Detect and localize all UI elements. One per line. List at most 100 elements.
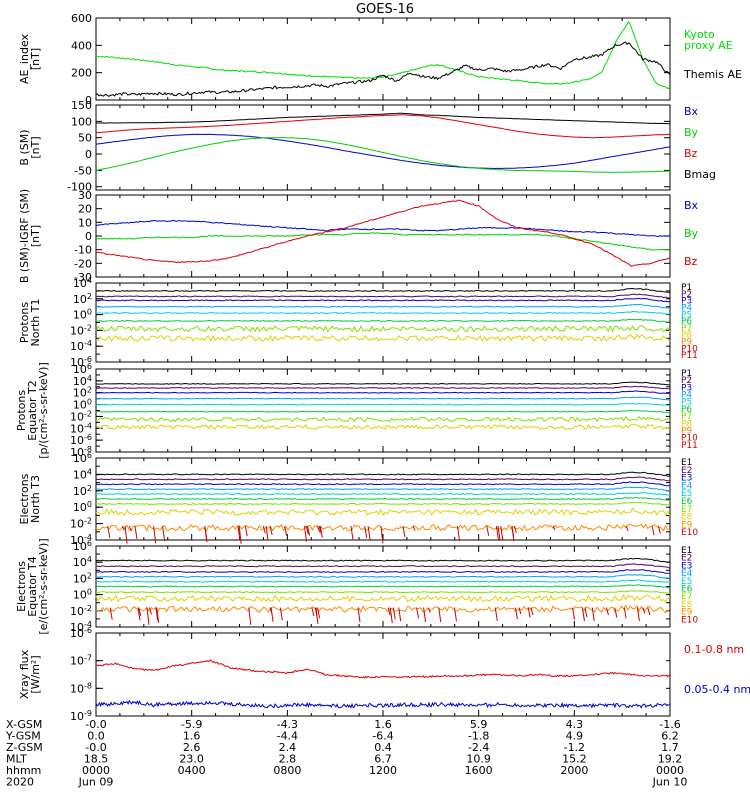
y-tick-label: 10-8: [70, 445, 92, 459]
flux-channel-line: [95, 385, 671, 390]
flux-spike: [162, 525, 166, 542]
flux-spike: [237, 525, 241, 541]
flux-spike: [318, 525, 322, 534]
legend-entry: Bmag: [684, 168, 716, 181]
table-cell: -1.6: [659, 718, 680, 731]
table-cell: 1.6: [183, 730, 201, 743]
y-tick-label: 102: [73, 292, 92, 306]
flux-spike: [364, 525, 368, 538]
flux-spike: [494, 607, 498, 622]
table-row-label: 2020: [6, 776, 34, 789]
flux-channel-line: [95, 594, 671, 603]
y-tick-label: 10-4: [70, 421, 92, 435]
flux-spike: [552, 525, 556, 531]
series-line: [95, 137, 670, 173]
table-cell: -4.4: [277, 730, 298, 743]
legend-entry: E1: [681, 458, 692, 468]
y-tick-label: -20: [74, 257, 92, 270]
legend-entry: P11: [681, 351, 698, 361]
y-tick-label: 102: [73, 571, 92, 585]
legend-entry: P4: [681, 303, 692, 313]
flux-channel-line: [95, 563, 671, 569]
flux-spike: [486, 525, 490, 536]
table-cell: 1.7: [661, 741, 679, 754]
flux-spike: [514, 607, 518, 620]
legend-entry: P7: [681, 324, 692, 334]
flux-spike: [204, 525, 208, 543]
flux-spike: [304, 525, 307, 542]
legend-entry: E6: [681, 497, 693, 507]
legend-entry: E8: [681, 600, 693, 610]
table-cell: 2.8: [279, 753, 297, 766]
flux-channel-line: [95, 402, 671, 406]
table-cell: 15.2: [562, 753, 587, 766]
flux-spike: [315, 607, 319, 625]
series-line: [95, 133, 671, 170]
y-tick-label: 104: [73, 276, 92, 290]
flux-spike: [262, 525, 266, 534]
flux-channel-line: [95, 297, 671, 303]
y-tick-label: 0: [85, 230, 92, 243]
y-tick-label: 10-4: [70, 620, 92, 634]
flux-spike: [647, 607, 651, 616]
flux-spike: [636, 607, 640, 622]
flux-spike: [367, 525, 371, 540]
y-axis-label: Electrons: [18, 473, 31, 524]
legend-entry: P7: [681, 412, 692, 422]
y-tick-label: 104: [73, 555, 92, 569]
table-cell: 0000: [656, 764, 684, 777]
flux-spike: [305, 525, 309, 535]
legend-entry: Kyoto: [684, 28, 715, 41]
table-cell: 1200: [369, 764, 397, 777]
y-tick-label: 20: [78, 203, 92, 216]
flux-spike: [311, 607, 315, 617]
legend-entry: 0.1-0.8 nm: [684, 643, 744, 656]
legend-entry: E2: [681, 466, 692, 476]
legend-entry: 0.05-0.4 nm: [684, 683, 750, 696]
series-line: [95, 114, 670, 139]
legend-entry: E3: [681, 561, 692, 571]
table-row-label: X-GSM: [6, 718, 42, 731]
legend-entry: P10: [681, 434, 698, 444]
flux-channel-line: [95, 604, 671, 614]
y-tick-label: -10: [74, 244, 92, 257]
legend-entry: P2: [681, 376, 692, 386]
panel-2: B (SM)[nT] -100 -50 0 50 100 150 Bx By Bz Bmag: [18, 99, 716, 194]
legend-entry: P2: [681, 290, 692, 300]
table-cell: 0.0: [87, 730, 105, 743]
flux-spike: [269, 525, 273, 536]
flux-spike: [518, 607, 522, 615]
flux-channel-line: [95, 557, 671, 563]
y-tick-label: 10-2: [70, 604, 92, 618]
y-tick-label: 10-6: [70, 355, 92, 369]
flux-channel-line: [95, 496, 671, 501]
flux-spike: [495, 525, 499, 540]
legend-entry: E7: [681, 505, 692, 515]
series-line: [95, 199, 671, 267]
y-axis-label: B (SM): [18, 129, 31, 165]
flux-spike: [238, 526, 242, 545]
ephemeris-table: X-GSM -0.0 -5.9 -4.3 1.6 5.9 4.3 -1.6 Y-GSM 0.0 1.…: [5, 718, 687, 789]
flux-spike: [284, 525, 288, 536]
y-tick-label: -100: [67, 181, 92, 194]
flux-channel-line: [95, 579, 671, 583]
flux-channel-line: [95, 324, 671, 333]
legend-entry: P8: [681, 419, 692, 429]
legend-entry: E3: [681, 474, 692, 484]
panel-frame: [95, 17, 671, 101]
y-tick-label: 10-2: [70, 409, 92, 423]
y-axis-label: Equator T4: [26, 556, 39, 616]
table-cell: 2.4: [279, 741, 297, 754]
figure-title: GOES-16: [356, 2, 414, 17]
legend-entry: E9: [681, 608, 693, 618]
table-cell: 6.7: [374, 753, 392, 766]
flux-spike: [457, 525, 461, 541]
series-line: [95, 659, 671, 679]
y-axis-label: Equator T2: [26, 380, 39, 440]
table-cell: 10.9: [466, 753, 491, 766]
table-row-label: Z-GSM: [6, 741, 43, 754]
table-cell: 1600: [465, 764, 493, 777]
y-tick-label: 102: [73, 386, 92, 400]
table-cell: 0000: [82, 764, 110, 777]
